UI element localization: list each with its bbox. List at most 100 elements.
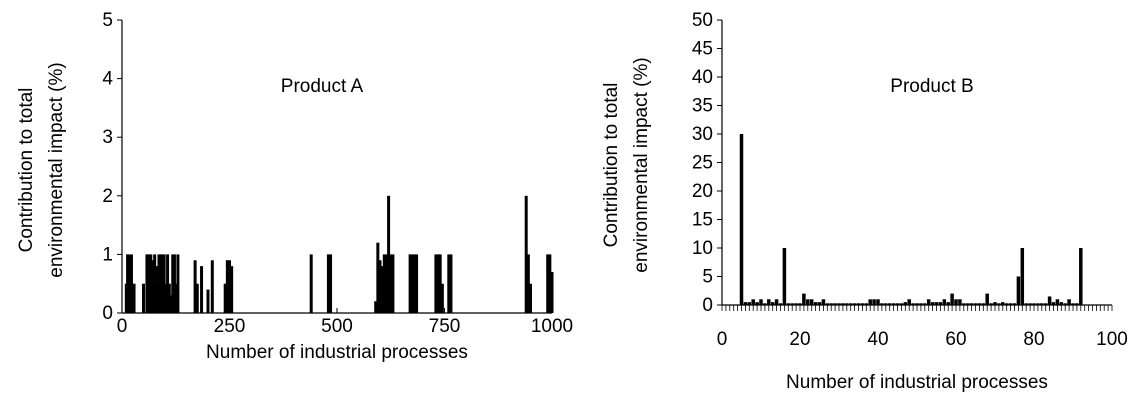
bar <box>911 303 915 305</box>
bar <box>155 283 159 313</box>
bar <box>210 260 214 313</box>
bar <box>1075 303 1079 305</box>
bar <box>1055 299 1060 305</box>
bar <box>903 302 908 305</box>
bar <box>142 283 145 313</box>
bar <box>1008 303 1013 305</box>
bar <box>1016 276 1021 305</box>
bar <box>856 303 861 305</box>
bar <box>821 299 826 305</box>
bar <box>434 254 438 313</box>
chart-panel-product-a: 0 1 2 3 4 5 0 250 500 750 1000 Number of industrial… <box>16 10 573 363</box>
bar <box>915 303 919 305</box>
bar <box>751 299 755 305</box>
bar <box>817 302 822 305</box>
bar <box>378 260 382 313</box>
bar <box>825 303 830 305</box>
y-tick-label: 2 <box>102 186 113 207</box>
bar <box>884 303 888 305</box>
bar <box>384 254 388 313</box>
x-tick-label: 0 <box>117 316 128 337</box>
bar <box>790 303 794 305</box>
y-tick-label: 35 <box>692 96 713 117</box>
bar <box>389 254 393 313</box>
bar <box>200 266 204 313</box>
bar <box>829 303 833 305</box>
bar <box>174 283 178 313</box>
bar <box>930 302 935 305</box>
bar <box>860 303 865 305</box>
bar <box>380 266 384 313</box>
bar <box>1079 248 1083 305</box>
y-tick-label: 15 <box>692 210 713 231</box>
bar <box>176 254 180 313</box>
bar <box>969 303 974 305</box>
x-axis-label: Number of industrial processes <box>206 342 468 363</box>
bar <box>962 303 966 305</box>
x-tick-label: 40 <box>867 329 888 350</box>
y-tick-label: 45 <box>692 39 713 60</box>
y-tick-label: 4 <box>102 69 113 90</box>
y-tick-label: 1 <box>102 244 113 265</box>
x-tick-label: 1000 <box>531 316 573 337</box>
y-tick-label: 5 <box>102 10 113 31</box>
bar <box>1067 299 1071 305</box>
bar <box>1071 303 1075 305</box>
bar <box>1012 303 1017 305</box>
bar <box>802 293 806 305</box>
bar <box>132 283 136 313</box>
bar <box>919 303 923 305</box>
bar <box>774 299 779 305</box>
bar <box>1036 303 1040 305</box>
y-tick-label: 3 <box>102 127 113 148</box>
bar <box>755 302 759 305</box>
bar <box>436 254 440 313</box>
bar <box>160 254 164 313</box>
bar <box>880 303 884 305</box>
bar <box>739 134 744 305</box>
bar <box>985 293 989 305</box>
bar <box>193 260 197 313</box>
bar <box>164 283 168 313</box>
bar <box>845 303 849 305</box>
x-axis-label: Number of industrial processes <box>786 372 1048 393</box>
bar <box>391 254 395 313</box>
bar <box>794 303 798 305</box>
bar <box>329 254 333 313</box>
x-tick-label: 20 <box>789 329 810 350</box>
bar <box>895 303 900 305</box>
bar <box>408 254 412 313</box>
bar <box>1059 302 1064 305</box>
x-tick-label: 60 <box>945 329 966 350</box>
bar <box>546 254 550 313</box>
bar <box>225 260 229 313</box>
bar <box>228 260 231 313</box>
bar <box>1004 303 1009 305</box>
y-tick-label: 50 <box>692 10 713 31</box>
bar <box>837 303 841 305</box>
bar <box>1063 303 1067 305</box>
x-tick-label: 100 <box>1096 329 1128 350</box>
bar <box>309 254 313 313</box>
y-tick-label: 25 <box>692 153 713 174</box>
bar <box>778 303 783 305</box>
bar <box>786 303 791 305</box>
bar <box>1024 303 1028 305</box>
bar <box>868 299 872 305</box>
bar <box>833 303 837 305</box>
bar <box>770 302 775 305</box>
bar <box>526 254 530 313</box>
chart-annotation: Product A <box>281 76 364 97</box>
bar <box>438 254 442 313</box>
bar <box>223 283 227 313</box>
bar <box>129 254 133 313</box>
bar <box>934 302 939 305</box>
bar <box>848 303 853 305</box>
bar <box>447 254 451 313</box>
bar <box>806 299 810 305</box>
bar <box>167 283 171 313</box>
bar <box>977 303 982 305</box>
bar <box>1051 302 1056 305</box>
bar <box>852 303 857 305</box>
